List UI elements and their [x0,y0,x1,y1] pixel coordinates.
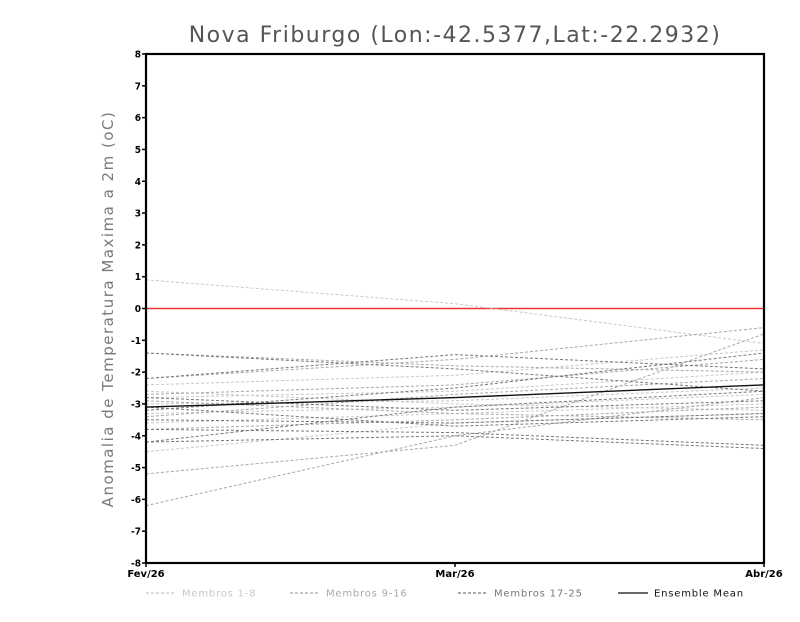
member-line-24 [145,390,765,443]
member-line-11 [145,333,765,475]
x-tick-label-2: Abr/26 [745,569,782,580]
y-tick-label-7: -1 [131,336,141,347]
member-line-2 [145,371,765,399]
x-tick-label-1: Mar/26 [435,569,474,580]
y-tick-label-11: 3 [135,209,141,220]
y-tick-label-15: 7 [135,81,141,92]
y-tick-label-5: -3 [131,399,141,410]
member-line-8 [145,352,765,373]
y-tick-label-13: 5 [135,145,141,156]
legend-label-0: Membros 1-8 [182,589,256,600]
series-layer [145,279,765,507]
member-line-12 [145,397,765,507]
member-line-16 [145,352,765,392]
legend-label-2: Membros 17-25 [494,589,583,600]
legend-label-1: Membros 9-16 [326,589,408,600]
plot-frame [144,52,766,565]
member-line-18 [145,397,765,411]
chart-title: Nova Friburgo (Lon:-42.5377,Lat:-22.2932… [189,23,722,48]
y-tick-label-0: -8 [131,559,141,570]
legend-label-3: Ensemble Mean [654,589,744,600]
y-tick-label-16: 8 [135,50,141,61]
member-line-1 [145,349,765,386]
y-tick-label-6: -2 [131,368,141,379]
y-tick-label-14: 6 [135,113,141,124]
y-tick-label-4: -4 [131,431,141,442]
y-tick-label-3: -5 [131,463,141,474]
member-line-7 [145,390,765,411]
axis-layer: -8 -7 -6 -5 -4 -3 -2 -1 0 1 2 3 4 5 6 7 8 Fev/26 Mar/26 Abr… [127,50,782,581]
legend: Membros 1-8 Membros 9-16 Membros 17-25 Ense… [146,589,744,600]
y-tick-label-8: 0 [135,304,141,315]
y-tick-label-12: 4 [135,177,141,188]
member-line-10 [145,358,765,395]
member-line-15 [145,406,765,430]
member-line-3 [145,387,765,405]
y-axis-label: Anomalia de Temperatura Maxima a 2m (oC) [99,111,117,508]
y-tick-label-9: 1 [135,272,141,283]
member-line-20 [145,352,765,411]
member-line-17 [145,354,765,379]
member-line-9 [145,327,765,379]
member-line-23 [145,435,765,449]
y-tick-label-10: 2 [135,240,141,251]
y-tick-label-1: -7 [131,527,141,538]
member-line-22 [145,428,765,446]
x-tick-label-0: Fev/26 [127,569,164,580]
member-line-4 [145,393,765,414]
member-line-14 [145,400,765,421]
member-line-0 [145,279,765,344]
ensemble-mean-line [145,384,765,408]
member-line-5 [145,403,765,424]
y-tick-label-2: -6 [131,495,141,506]
member-line-21 [145,413,765,424]
member-line-19 [145,406,765,427]
